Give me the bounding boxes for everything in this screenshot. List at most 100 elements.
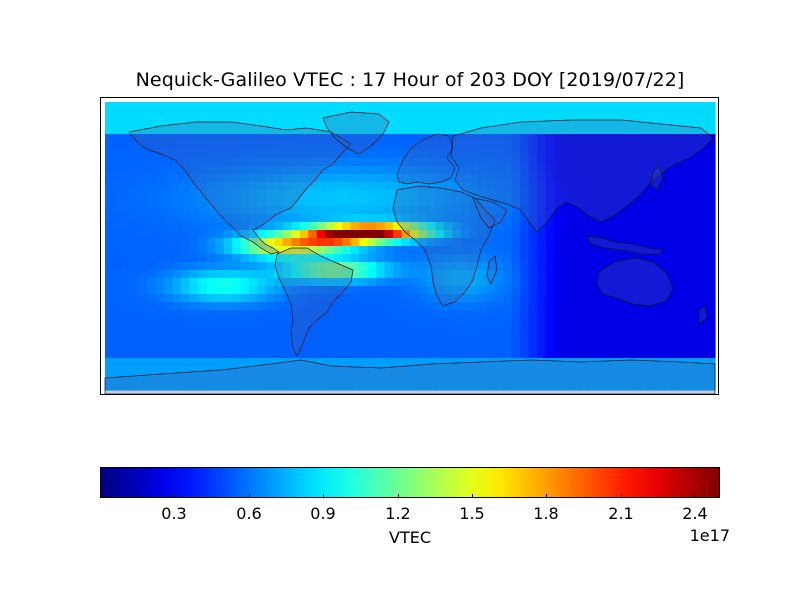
vtec-cell [113,214,123,223]
vtec-cell [130,382,140,391]
vtec-cell [299,334,309,343]
vtec-cell [257,142,267,151]
vtec-cell [198,238,208,247]
vtec-cell [537,342,547,351]
vtec-cell [520,318,530,327]
vtec-cell [537,158,547,167]
vtec-cell [240,150,250,159]
vtec-cell [554,270,564,279]
vtec-cell [121,190,132,199]
vtec-cell [528,246,538,255]
vtec-cell [613,214,623,223]
vtec-cell [198,350,208,359]
vtec-cell [350,286,360,295]
vtec-cell [503,278,513,287]
vtec-cell [681,166,691,175]
vtec-cell [359,214,369,223]
vtec-cell [299,358,309,367]
vtec-cell [452,174,462,183]
vtec-cell [621,230,631,239]
vtec-cell [274,278,284,287]
vtec-cell [181,150,191,159]
vtec-cell [189,262,199,271]
vtec-cell [181,270,191,279]
vtec-cell [172,326,182,335]
vtec-cell [215,374,225,383]
vtec-cell [342,270,352,279]
vtec-cell [308,318,318,327]
vtec-cell [452,310,462,319]
colorbar-tick [323,494,324,498]
vtec-cell [443,158,453,167]
vtec-cell [621,286,631,295]
vtec-cell [520,302,530,311]
vtec-cell [172,294,182,303]
vtec-cell [282,206,292,215]
vtec-cell [460,182,470,191]
vtec-cell [460,206,470,215]
vtec-cell [503,214,513,223]
vtec-cell [393,158,403,167]
vtec-cell [630,358,640,367]
vtec-cell [596,302,606,311]
vtec-cell [291,342,301,351]
vtec-cell [299,318,309,327]
vtec-cell [486,222,496,231]
vtec-cell [172,270,182,279]
vtec-cell [587,334,597,343]
vtec-cell [113,270,123,279]
vtec-cell [232,302,242,311]
vtec-cell [570,190,581,199]
vtec-cell [452,270,462,279]
vtec-cell [121,102,132,111]
vtec-cell [647,374,657,383]
vtec-cell [672,358,682,367]
vtec-cell [206,278,216,287]
vtec-cell [562,262,572,271]
vtec-cell [164,166,174,175]
vtec-cell [520,150,530,159]
vtec-cell [621,134,631,143]
vtec-cell [350,126,360,135]
vtec-cell [452,342,462,351]
vtec-cell [655,214,665,223]
vtec-cell [520,134,530,143]
vtec-cell [596,174,606,183]
vtec-cell [698,182,708,191]
vtec-cell [401,238,411,247]
vtec-cell [223,350,233,359]
vtec-cell [638,150,648,159]
vtec-cell [401,166,411,175]
vtec-cell [452,350,462,359]
vtec-cell [189,166,199,175]
colorbar [100,467,720,498]
vtec-cell [113,246,123,255]
vtec-cell [452,238,462,247]
vtec-cell [604,174,614,183]
colorbar-tick-label: 1.8 [533,504,559,523]
vtec-cell [333,214,343,223]
vtec-cell [282,286,292,295]
vtec-cell [113,102,123,111]
vtec-cell [443,134,453,143]
vtec-cell [189,302,199,311]
vtec-cell [596,278,606,287]
vtec-cell [706,358,716,367]
vtec-cell [257,310,267,319]
vtec-cell [333,326,343,335]
vtec-cell [477,166,487,175]
vtec-cell [638,334,648,343]
vtec-cell [452,110,462,119]
vtec-cell [240,238,250,247]
vtec-cell [426,366,437,375]
vtec-cell [554,118,564,127]
vtec-cell [511,278,521,287]
vtec-cell [257,150,267,159]
vtec-cell [155,342,165,351]
vtec-cell [596,118,606,127]
vtec-cell [147,246,157,255]
vtec-cell [443,342,453,351]
vtec-cell [333,246,343,255]
vtec-cell [698,134,708,143]
vtec-cell [426,102,437,111]
